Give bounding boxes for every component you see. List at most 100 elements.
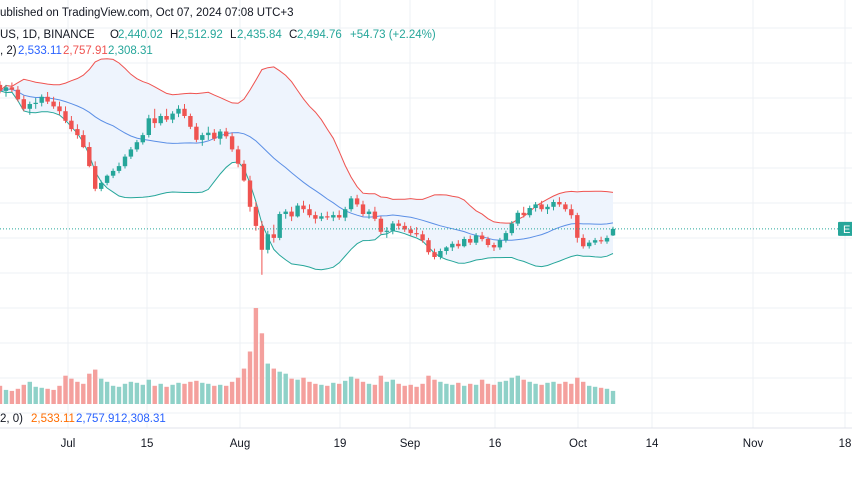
volume-bar: [432, 379, 437, 404]
last-price-marker-box: [838, 221, 852, 236]
candle: [557, 197, 562, 207]
candle: [515, 210, 520, 226]
candle-body: [229, 136, 235, 150]
volume-bar: [479, 379, 485, 404]
volume-bar: [0, 385, 3, 404]
candle-body: [224, 131, 229, 137]
symbol-label[interactable]: US, 1D, BINANCE: [0, 29, 95, 41]
candle-body: [63, 111, 68, 121]
candle-body: [509, 223, 514, 234]
candle-body: [557, 202, 562, 205]
volume-bars: [0, 308, 616, 404]
candle-body: [545, 206, 550, 210]
candle-body: [319, 216, 324, 219]
bollinger-basis-line: [0, 88, 614, 241]
volume-bar: [521, 379, 526, 404]
volume-bar: [140, 384, 145, 404]
candle-body: [9, 87, 15, 90]
candle-body: [604, 237, 610, 242]
candle-body: [235, 149, 241, 164]
candle-body: [515, 212, 520, 224]
candle-body: [581, 237, 586, 247]
candle: [343, 206, 348, 222]
candle: [462, 236, 467, 248]
volume-bar: [212, 385, 217, 404]
candle: [289, 206, 294, 222]
bollinger-legend[interactable]: , 2) 2,533.11 2,757.91 2,308.31: [0, 45, 153, 57]
candle: [313, 211, 318, 224]
last-price-marker[interactable]: E: [838, 221, 852, 236]
volume-bar: [378, 375, 384, 404]
volume-bar: [569, 383, 574, 404]
candle-body: [384, 230, 389, 232]
volume-bar: [545, 382, 550, 404]
time-axis-tick-label: Oct: [569, 438, 588, 450]
candle: [468, 235, 473, 245]
candle-body: [206, 132, 211, 136]
candle: [15, 86, 21, 102]
candle: [485, 236, 491, 248]
time-axis-tick-label: Aug: [230, 438, 250, 450]
candle-body: [372, 211, 378, 219]
volume-bar: [200, 382, 205, 404]
candle-body: [307, 209, 312, 216]
bollinger-legend-prefix: , 2): [0, 45, 17, 57]
candle-body: [331, 215, 336, 218]
candle-body: [241, 163, 247, 181]
candle-body: [563, 204, 568, 210]
candle: [122, 154, 128, 169]
candle: [146, 114, 151, 138]
volume-bar: [587, 385, 592, 404]
candle: [9, 82, 15, 92]
candle-body: [27, 104, 32, 109]
candle: [241, 160, 247, 182]
volume-legend[interactable]: 2, 0) 2,533.11 2,757.91 2,308.31: [0, 413, 166, 425]
candle-body: [99, 182, 104, 189]
volume-upper-value: 2,757.91: [76, 413, 121, 425]
volume-bar: [164, 386, 169, 404]
candle: [110, 168, 116, 179]
candle: [87, 142, 92, 168]
candle-body: [15, 89, 21, 100]
candle-body: [473, 235, 479, 243]
candle: [372, 206, 378, 222]
candle-body: [610, 228, 616, 236]
candle: [301, 200, 306, 213]
bollinger-basis-value: 2,533.11: [18, 45, 62, 57]
candle: [140, 132, 145, 145]
volume-basis-value: 2,533.11: [31, 413, 75, 425]
candle: [444, 246, 449, 255]
volume-bar: [366, 383, 372, 404]
volume-bar: [206, 383, 211, 404]
time-axis-tick-label: Nov: [743, 438, 764, 450]
candle: [0, 81, 3, 94]
ohlc-legend: US, 1D, BINANCE O 2,440.02 H 2,512.92 L …: [0, 29, 436, 41]
candle-body: [396, 223, 401, 226]
candle: [456, 240, 461, 249]
candle-body: [188, 116, 193, 127]
candle-body: [575, 215, 580, 238]
volume-bar: [27, 381, 32, 404]
candle: [497, 237, 503, 250]
volume-bar: [241, 368, 247, 404]
volume-bar: [33, 386, 38, 404]
volume-bar: [343, 380, 348, 404]
candle-body: [325, 216, 330, 218]
volume-bar: [301, 377, 306, 404]
candle-body: [271, 234, 276, 238]
volume-bar: [283, 373, 288, 404]
high-value: 2,512.92: [178, 29, 223, 41]
time-axis[interactable]: Jul 15 Aug 19 Sep 16 Oct 14 Nov 18: [61, 438, 852, 450]
bollinger-lower-line: [0, 90, 614, 271]
candle-body: [569, 209, 574, 216]
volume-bar: [444, 383, 449, 404]
candle-body: [366, 211, 372, 214]
candle-body: [122, 156, 128, 167]
candle-body: [503, 233, 509, 241]
volume-bar: [533, 383, 538, 404]
candle-body: [104, 175, 110, 183]
candle-body: [176, 108, 181, 114]
volume-bar: [509, 377, 514, 404]
candle-body: [354, 198, 360, 205]
candle-body: [81, 135, 86, 148]
